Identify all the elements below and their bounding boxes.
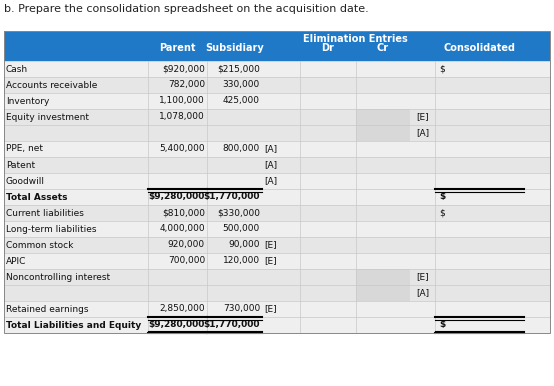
Text: Subsidiary: Subsidiary (205, 43, 264, 53)
Bar (356, 285, 410, 301)
Text: 90,000: 90,000 (228, 240, 260, 249)
Bar (4, 31, 550, 333)
Text: 330,000: 330,000 (223, 81, 260, 90)
Text: Equity investment: Equity investment (6, 112, 89, 122)
Bar (4, 61, 550, 77)
Text: $: $ (439, 64, 445, 73)
Text: 4,000,000: 4,000,000 (160, 225, 205, 234)
Text: $810,000: $810,000 (162, 208, 205, 217)
Text: 5,400,000: 5,400,000 (160, 144, 205, 154)
Bar (4, 109, 550, 125)
Text: Accounts receivable: Accounts receivable (6, 81, 98, 90)
Bar (4, 221, 550, 237)
Text: 500,000: 500,000 (223, 225, 260, 234)
Text: [A]: [A] (264, 144, 277, 154)
Bar (4, 125, 550, 141)
Text: Inventory: Inventory (6, 96, 49, 105)
Bar (356, 269, 410, 285)
Text: $: $ (439, 193, 445, 201)
Bar (4, 285, 550, 301)
Bar (4, 205, 550, 221)
Text: Total Assets: Total Assets (6, 193, 68, 201)
Text: $215,000: $215,000 (217, 64, 260, 73)
Text: Total Liabilities and Equity: Total Liabilities and Equity (6, 320, 141, 330)
Text: $1,770,000: $1,770,000 (203, 193, 260, 201)
Bar (4, 77, 550, 93)
Text: $330,000: $330,000 (217, 208, 260, 217)
Text: 800,000: 800,000 (223, 144, 260, 154)
Bar (4, 269, 550, 285)
Text: Dr: Dr (321, 43, 335, 53)
Text: Cash: Cash (6, 64, 28, 73)
Bar (4, 253, 550, 269)
Bar (4, 189, 550, 205)
Bar (4, 31, 550, 61)
Bar (4, 237, 550, 253)
Bar (4, 317, 550, 333)
Text: 920,000: 920,000 (168, 240, 205, 249)
Text: Elimination Entries: Elimination Entries (302, 34, 407, 44)
Text: Long-term liabilities: Long-term liabilities (6, 225, 96, 234)
Bar (4, 157, 550, 173)
Text: PPE, net: PPE, net (6, 144, 43, 154)
Text: 730,000: 730,000 (223, 305, 260, 313)
Text: 120,000: 120,000 (223, 257, 260, 266)
Text: 1,078,000: 1,078,000 (159, 112, 205, 122)
Text: $: $ (439, 320, 445, 330)
Text: [A]: [A] (416, 288, 429, 298)
Text: [E]: [E] (264, 305, 276, 313)
Text: $9,280,000: $9,280,000 (148, 193, 205, 201)
Text: 425,000: 425,000 (223, 96, 260, 105)
Text: Consolidated: Consolidated (444, 43, 516, 53)
Bar (356, 109, 410, 125)
Text: [E]: [E] (264, 257, 276, 266)
Text: $: $ (439, 208, 445, 217)
Text: [A]: [A] (416, 129, 429, 137)
Text: $9,280,000: $9,280,000 (148, 320, 205, 330)
Text: [E]: [E] (416, 112, 429, 122)
Bar (4, 141, 550, 157)
Text: Parent: Parent (159, 43, 196, 53)
Text: 782,000: 782,000 (168, 81, 205, 90)
Bar (4, 93, 550, 109)
Text: Common stock: Common stock (6, 240, 73, 249)
Text: Cr: Cr (377, 43, 389, 53)
Text: [A]: [A] (264, 176, 277, 186)
Text: 1,100,000: 1,100,000 (159, 96, 205, 105)
Text: [E]: [E] (416, 273, 429, 281)
Text: $920,000: $920,000 (162, 64, 205, 73)
Text: Goodwill: Goodwill (6, 176, 45, 186)
Text: Patent: Patent (6, 161, 35, 169)
Text: 700,000: 700,000 (168, 257, 205, 266)
Text: Current liabilities: Current liabilities (6, 208, 84, 217)
Text: Retained earnings: Retained earnings (6, 305, 89, 313)
Text: Noncontrolling interest: Noncontrolling interest (6, 273, 110, 281)
Text: $1,770,000: $1,770,000 (203, 320, 260, 330)
Text: [A]: [A] (264, 161, 277, 169)
Bar (356, 125, 410, 141)
Text: b. Prepare the consolidation spreadsheet on the acquisition date.: b. Prepare the consolidation spreadsheet… (4, 4, 369, 14)
Text: [E]: [E] (264, 240, 276, 249)
Text: APIC: APIC (6, 257, 27, 266)
Text: 2,850,000: 2,850,000 (160, 305, 205, 313)
Bar (4, 173, 550, 189)
Bar (4, 301, 550, 317)
